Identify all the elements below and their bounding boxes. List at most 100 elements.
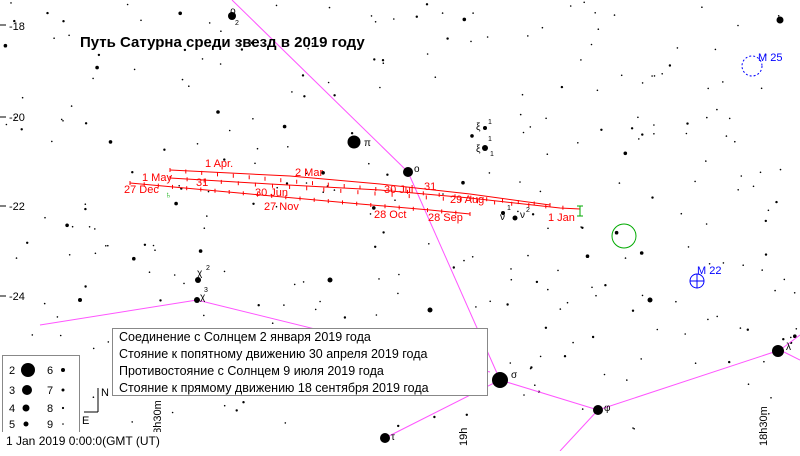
- star-label: λ: [786, 342, 791, 353]
- cluster-m25-icon: [741, 55, 763, 77]
- background-star: [60, 118, 63, 121]
- background-star: [777, 15, 780, 17]
- background-star: [641, 294, 644, 297]
- background-star: [716, 108, 718, 111]
- background-star: [13, 19, 16, 23]
- background-star: [760, 87, 763, 90]
- background-star: [174, 201, 178, 206]
- background-star: [747, 383, 750, 386]
- background-star: [381, 59, 385, 62]
- background-star: [131, 171, 134, 174]
- star-label: ν: [520, 210, 525, 221]
- magnitude-legend: 2 3 4 5 6 7 8 9: [2, 355, 80, 433]
- background-star: [415, 15, 418, 18]
- background-star: [442, 193, 444, 195]
- background-star: [368, 162, 370, 165]
- background-star: [531, 213, 535, 216]
- event-retrograde-station: Стояние к попятному движению 30 апреля 2…: [119, 347, 428, 361]
- star-label: χ: [197, 268, 203, 279]
- star-label: ο: [414, 164, 420, 175]
- background-star: [374, 21, 377, 23]
- background-star: [740, 175, 743, 177]
- background-star: [600, 128, 603, 131]
- background-star: [382, 231, 385, 234]
- background-star: [581, 226, 584, 229]
- background-star: [163, 148, 166, 151]
- background-star: [651, 196, 654, 199]
- background-star: [783, 278, 786, 281]
- background-star: [618, 182, 621, 184]
- star-sigma: [492, 372, 508, 388]
- background-star: [209, 40, 211, 43]
- background-star: [372, 206, 376, 210]
- background-star: [774, 289, 776, 292]
- background-star: [108, 140, 113, 144]
- background-star: [446, 37, 449, 40]
- legend-graphic: 2 3 4 5 6 7 8 9: [9, 363, 65, 431]
- background-star: [541, 26, 544, 29]
- background-star: [305, 172, 308, 175]
- path-label: 28 Oct: [374, 209, 406, 221]
- background-star: [764, 219, 767, 223]
- background-star: [653, 133, 655, 135]
- background-star: [252, 202, 255, 205]
- background-star: [775, 200, 778, 204]
- background-star: [428, 243, 430, 245]
- background-star: [328, 6, 331, 9]
- sun-circle: [611, 223, 637, 249]
- event-direct-station: Стояние к прямому движению 18 сентября 2…: [119, 381, 429, 395]
- star-label: ρ: [230, 6, 236, 17]
- background-star: [489, 300, 492, 303]
- background-star: [742, 264, 744, 267]
- background-star: [43, 302, 46, 305]
- background-star: [563, 355, 567, 358]
- saturn-markers: ♄: [165, 190, 637, 249]
- background-star: [462, 17, 467, 22]
- background-star: [303, 95, 306, 98]
- path-label: 27 Dec: [124, 184, 159, 196]
- background-star: [557, 269, 559, 272]
- saturn-start-marker: ♄: [165, 190, 172, 200]
- background-star: [728, 360, 731, 364]
- background-star: [240, 48, 244, 51]
- background-star: [333, 189, 336, 191]
- background-star: [668, 64, 672, 67]
- background-star: [707, 87, 709, 90]
- star-tau: [380, 433, 390, 443]
- background-star: [752, 185, 755, 188]
- background-star: [707, 318, 709, 321]
- star-sup: 1: [488, 136, 492, 143]
- background-star: [746, 328, 749, 331]
- background-star: [196, 143, 199, 145]
- path-label: 2 Mar: [295, 167, 323, 179]
- path-label: 31: [424, 181, 436, 193]
- background-star: [661, 73, 663, 75]
- star-label: π: [364, 138, 371, 149]
- page-title: Путь Сатурна среди звезд в 2019 году: [80, 34, 365, 51]
- legend-mag: 4: [9, 403, 15, 415]
- background-star: [26, 241, 29, 244]
- background-star: [84, 285, 87, 288]
- background-star: [84, 122, 88, 125]
- ra-label: 19h: [458, 428, 470, 446]
- background-star: [21, 96, 24, 99]
- constellation-line: [499, 379, 599, 411]
- star-sup: 2: [235, 20, 239, 27]
- star-xi1: [483, 126, 487, 130]
- background-star: [216, 110, 220, 114]
- star-nu: [512, 215, 518, 221]
- object-label: M 22: [697, 265, 721, 277]
- background-star: [685, 132, 688, 135]
- background-star: [523, 394, 525, 396]
- background-star: [637, 116, 639, 119]
- dec-label: -18: [9, 21, 25, 33]
- background-star: [633, 428, 635, 430]
- background-star: [764, 253, 768, 256]
- star-label: ξ: [476, 122, 481, 133]
- background-star: [321, 171, 325, 175]
- background-star: [763, 360, 765, 363]
- background-star: [527, 35, 529, 37]
- background-star: [291, 91, 293, 93]
- background-star: [759, 171, 762, 174]
